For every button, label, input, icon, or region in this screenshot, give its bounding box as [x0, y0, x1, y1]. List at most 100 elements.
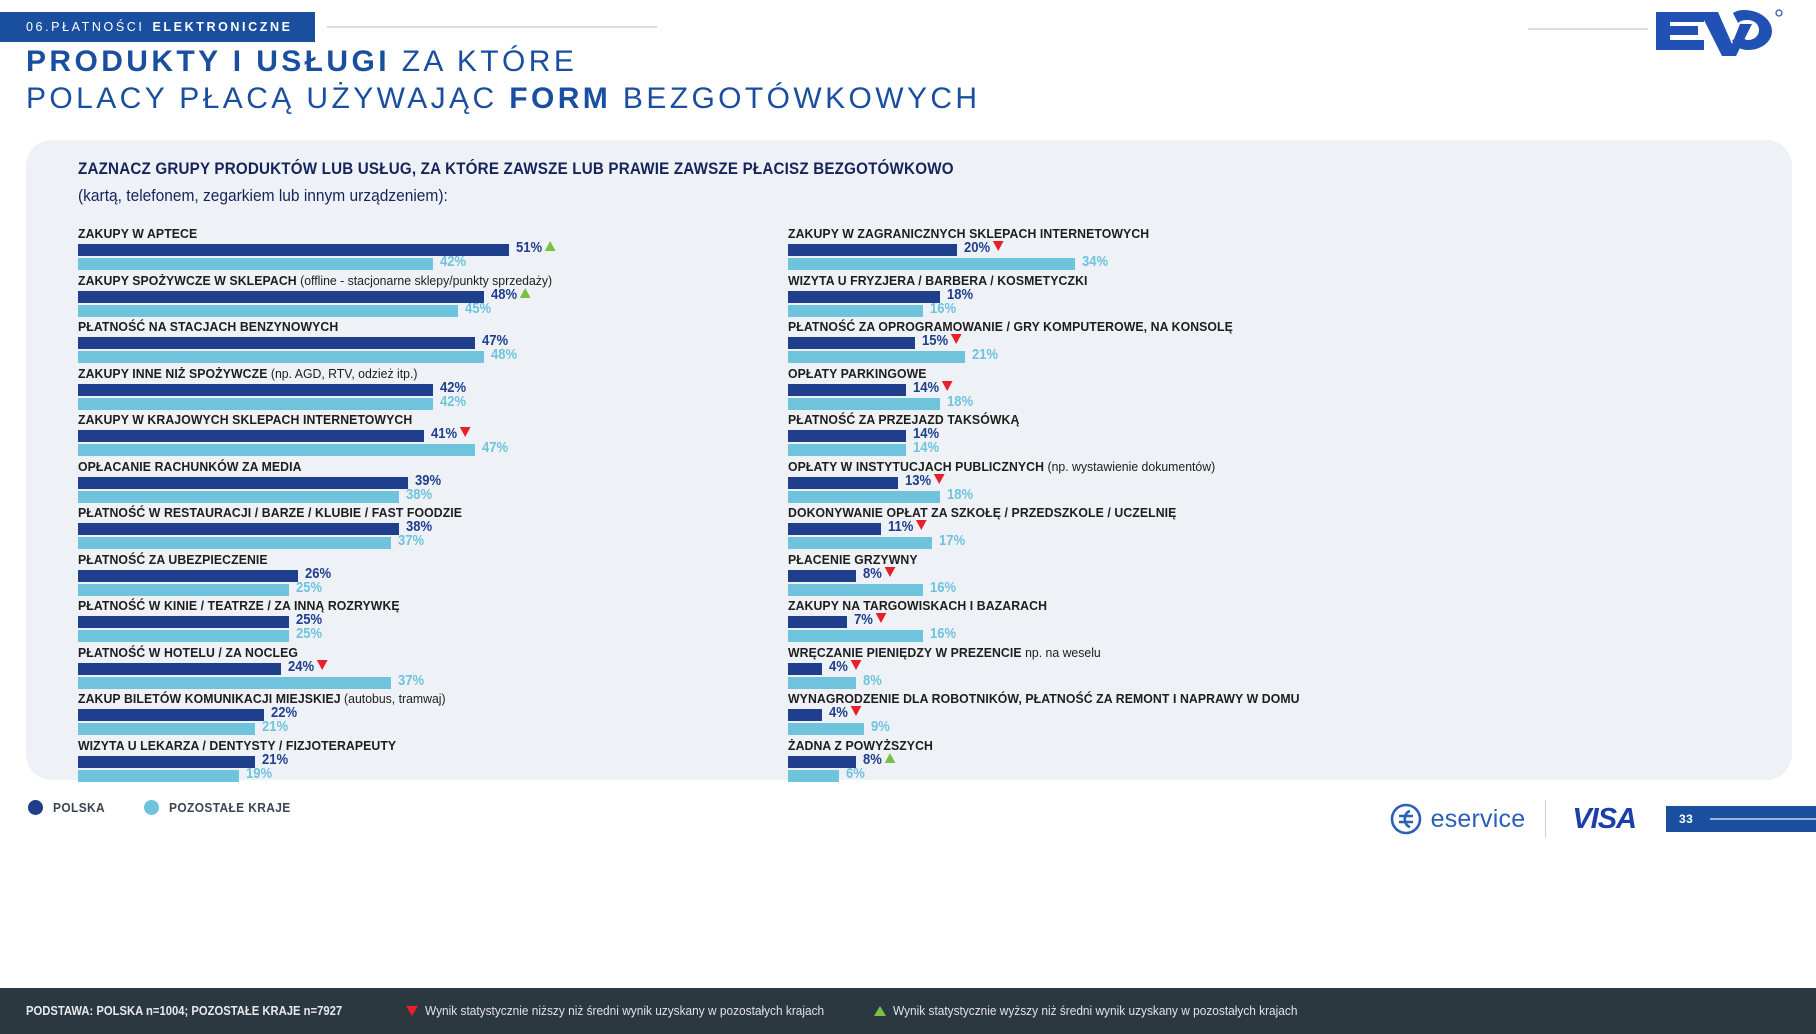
question-sub: (kartą, telefonem, zegarkiem lub innym u… — [78, 187, 448, 205]
bar-value-polska: 39% — [414, 472, 441, 489]
bar-label-primary: PŁATNOŚĆ W KINIE / TEATRZE / ZA INNĄ ROZ… — [78, 598, 400, 613]
bar-value-polska: 21% — [262, 751, 289, 768]
bar-polska — [788, 523, 881, 535]
bar-group: WRĘCZANIE PIENIĘDZY W PREZENCIE np. na w… — [788, 644, 1588, 694]
bar-pozostale — [78, 769, 239, 782]
bar-value-polska: 8% — [863, 566, 895, 582]
bar-label-primary: ZAKUPY W APTECE — [78, 226, 198, 241]
bar-pozostale — [78, 630, 290, 642]
bar-label-primary: OPŁATY W INSTYTUCJACH PUBLICZNYCH — [788, 458, 1045, 474]
bar-group-label: OPŁATY W INSTYTUCJACH PUBLICZNYCH (np. w… — [788, 459, 1215, 474]
footer-note-lower-text: Wynik statystycznie niższy niż średni wy… — [425, 1004, 825, 1018]
bar-value-pozostale: 42% — [439, 254, 467, 270]
bar-label-primary: ZAKUPY INNE NIŻ SPOŻYWCZE — [78, 365, 268, 381]
bar-value-polska: 11% — [888, 519, 927, 535]
bar-polska — [788, 430, 907, 442]
bar-group: PŁATNOŚĆ NA STACJACH BENZYNOWYCH 47% 48% — [78, 319, 878, 368]
page-title-line2-thin-a: POLACY PŁACĄ UŻYWAJĄC — [26, 81, 510, 115]
bar-group-label: WIZYTA U LEKARZA / DENTYSTY / FIZJOTERAP… — [78, 738, 396, 753]
bar-polska — [788, 616, 848, 628]
legend-label-polska: POLSKA — [53, 800, 106, 815]
bar-group: ZAKUPY NA TARGOWISKACH I BAZARACH 7% 16% — [788, 598, 1588, 647]
triangle-down-icon — [850, 659, 862, 670]
bar-value-polska: 14% — [913, 426, 940, 442]
bar-value-pozostale: 6% — [845, 765, 865, 782]
bar-value-pozostale: 45% — [465, 300, 492, 317]
bar-track-pozostale: 45% — [78, 301, 878, 317]
bar-track-polska: 38% — [78, 519, 878, 535]
bar-label-primary: ZAKUP BILETÓW KOMUNIKACJI MIEJSKIEJ — [78, 691, 341, 706]
bar-track-polska: 8% — [788, 752, 1588, 768]
bar-track-pozostale: 21% — [788, 347, 1588, 363]
bar-polska — [788, 569, 856, 582]
bar-value-polska: 38% — [406, 519, 433, 535]
bar-label-primary: ZAKUPY W KRAJOWYCH SKLEPACH INTERNETOWYC… — [78, 412, 413, 427]
triangle-up-icon — [519, 287, 531, 298]
bar-track-polska: 22% — [78, 705, 878, 721]
bar-polska — [788, 244, 957, 256]
bar-group: PŁATNOŚĆ ZA UBEZPIECZENIE 26% 25% — [78, 551, 878, 601]
bar-group-label: ZAKUPY INNE NIŻ SPOŻYWCZE (np. AGD, RTV,… — [78, 366, 417, 381]
bar-pozostale — [78, 258, 433, 270]
bar-label-primary: PŁATNOŚĆ ZA OPROGRAMOWANIE / GRY KOMPUTE… — [788, 319, 1233, 334]
page-title: PRODUKTY I USŁUGI ZA KTÓRE POLACY PŁACĄ … — [26, 44, 981, 117]
bar-group-label: ZAKUPY W KRAJOWYCH SKLEPACH INTERNETOWYC… — [78, 412, 412, 427]
bar-track-pozostale: 9% — [788, 719, 1588, 735]
bar-group-label: DOKONYWANIE OPŁAT ZA SZKOŁĘ / PRZEDSZKOL… — [788, 505, 1176, 520]
brand-row: eservice VISA 33 — [1390, 800, 1816, 838]
bar-value-polska: 41% — [431, 426, 472, 442]
bar-value-pozostale: 19% — [245, 765, 272, 782]
logo-rule — [1528, 28, 1648, 30]
footer-bar: PODSTAWA: POLSKA n=1004; POZOSTAŁE KRAJE… — [0, 988, 1816, 1034]
bar-track-polska: 24% — [78, 659, 878, 675]
bar-value-polska: 4% — [829, 659, 862, 675]
bar-polska — [788, 290, 941, 303]
section-kicker: 06.PŁATNOŚCI ELEKTRONICZNE — [0, 12, 657, 42]
bar-group: WIZYTA U FRYZJERA / BARBERA / KOSMETYCZK… — [788, 273, 1588, 322]
bar-value-pozostale: 16% — [930, 626, 957, 642]
kicker-badge: 06.PŁATNOŚCI ELEKTRONICZNE — [0, 12, 315, 42]
bar-track-pozostale: 48% — [78, 347, 878, 363]
bar-polska — [788, 709, 822, 721]
bar-pozostale — [78, 676, 391, 689]
bar-track-pozostale: 18% — [788, 487, 1588, 503]
chart-column-right: ZAKUPY W ZAGRANICZNYCH SKLEPACH INTERNET… — [788, 226, 1588, 786]
bar-polska — [78, 755, 256, 768]
bar-label-note: np. na weselu — [1021, 644, 1101, 660]
bar-track-pozostale: 6% — [788, 766, 1588, 782]
bar-label-primary: PŁATNOŚĆ W RESTAURACJI / BARZE / KLUBIE … — [78, 505, 463, 520]
bar-group: PŁATNOŚĆ W RESTAURACJI / BARZE / KLUBIE … — [78, 505, 878, 554]
bar-label-note: (autobus, tramwaj) — [340, 691, 446, 706]
bar-track-pozostale: 21% — [78, 719, 878, 735]
bar-label-primary: PŁATNOŚĆ ZA UBEZPIECZENIE — [78, 551, 268, 567]
bar-track-polska: 7% — [788, 612, 1588, 628]
bar-value-polska: 24% — [288, 659, 328, 675]
bar-pozostale — [78, 397, 433, 410]
bar-pozostale — [78, 583, 290, 596]
bar-track-pozostale: 8% — [788, 673, 1588, 689]
bar-polska — [78, 337, 476, 349]
bar-track-polska: 41% — [78, 426, 878, 442]
bar-track-pozostale: 14% — [788, 440, 1588, 456]
bar-label-primary: PŁATNOŚĆ ZA PRZEJAZD TAKSÓWKĄ — [788, 412, 1020, 427]
bar-label-primary: PŁATNOŚĆ W HOTELU / ZA NOCLEG — [78, 644, 299, 660]
bar-group-label: OPŁACANIE RACHUNKÓW ZA MEDIA — [78, 459, 302, 474]
bar-track-polska: 20% — [788, 240, 1588, 256]
bar-group-label: ZAKUP BILETÓW KOMUNIKACJI MIEJSKIEJ (aut… — [78, 691, 446, 706]
eservice-mark-icon — [1390, 803, 1421, 835]
bar-group: WIZYTA U LEKARZA / DENTYSTY / FIZJOTERAP… — [78, 738, 878, 787]
legend-item-polska: POLSKA — [28, 800, 110, 815]
bar-value-polska: 15% — [922, 333, 962, 349]
bar-group: PŁATNOŚĆ W KINIE / TEATRZE / ZA INNĄ ROZ… — [78, 598, 878, 647]
bar-group: PŁATNOŚĆ ZA PRZEJAZD TAKSÓWKĄ 14% 14% — [788, 412, 1588, 461]
footer-note-higher-text: Wynik statystycznie wyższy niż średni wy… — [893, 1004, 1298, 1018]
footer-note-higher: Wynik statystycznie wyższy niż średni wy… — [871, 1004, 1319, 1018]
bar-polska — [78, 662, 281, 675]
bar-group: PŁATNOŚĆ W HOTELU / ZA NOCLEG 24% 37% — [78, 644, 878, 694]
bar-value-polska: 14% — [913, 380, 953, 396]
bar-value-pozostale: 16% — [930, 300, 957, 317]
bar-label-primary: WIZYTA U LEKARZA / DENTYSTY / FIZJOTERAP… — [78, 737, 397, 753]
bar-value-polska: 4% — [829, 705, 862, 721]
kicker-rule — [326, 26, 657, 28]
bar-group: OPŁATY W INSTYTUCJACH PUBLICZNYCH (np. w… — [788, 459, 1588, 508]
